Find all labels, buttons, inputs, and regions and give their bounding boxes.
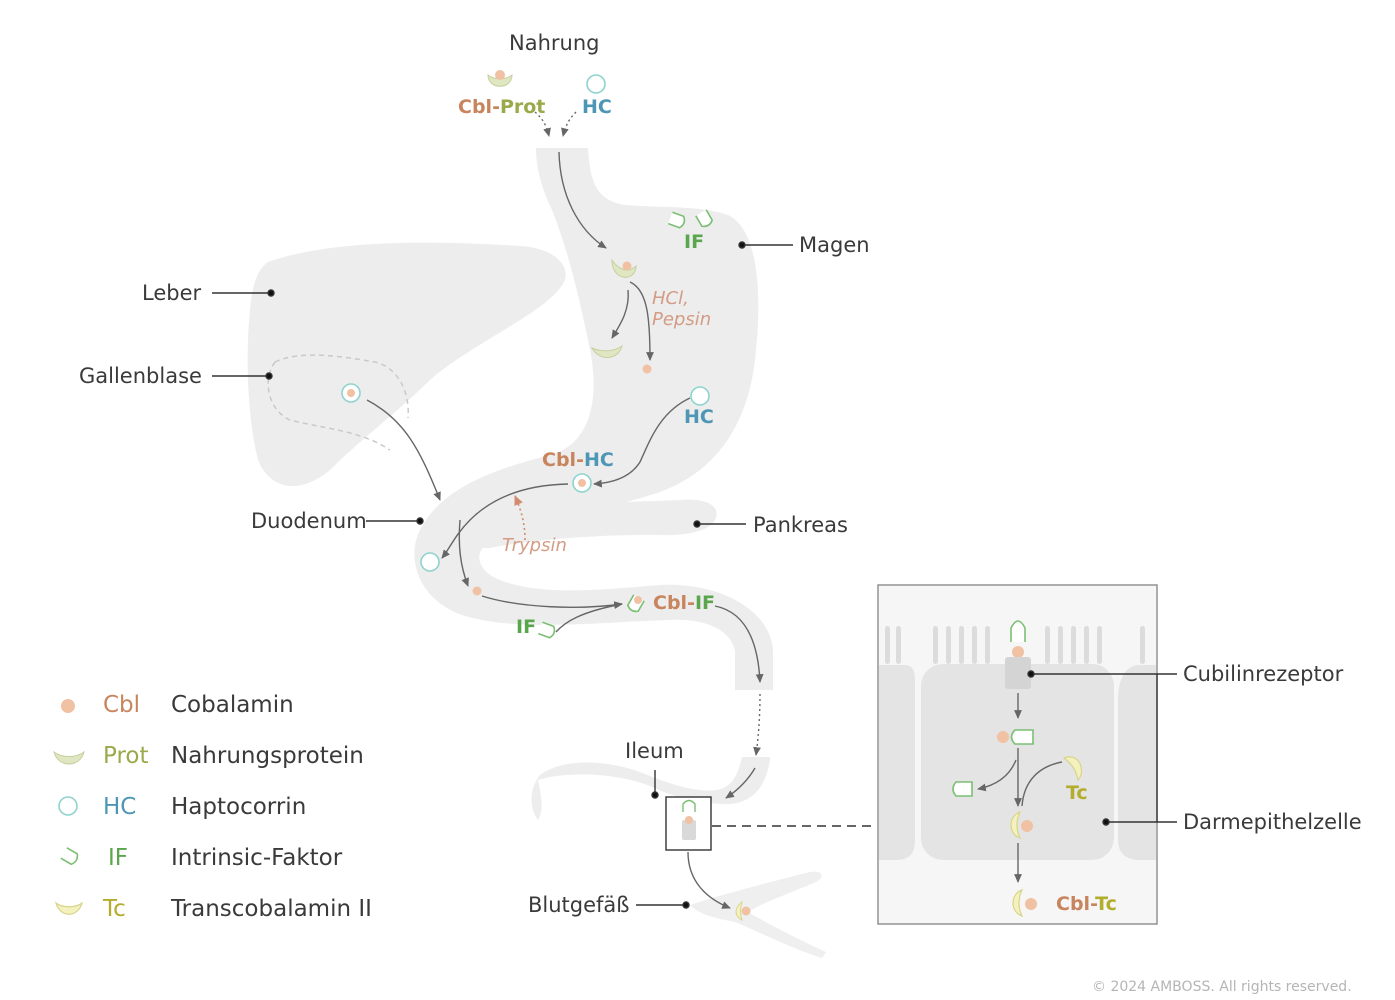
dash-text: - bbox=[1090, 893, 1096, 915]
cbl-tc-label: Cbl-Tc bbox=[1056, 895, 1117, 914]
tc-text: Tc bbox=[1095, 893, 1117, 915]
exported-cbl-tc-complex bbox=[1012, 888, 1037, 918]
stomach-cbl-hc-complex bbox=[572, 473, 592, 493]
legend-name-haptocorrin: Haptocorrin bbox=[171, 794, 307, 820]
cell-tc-crescent bbox=[1062, 756, 1083, 782]
internalized-cbl-if bbox=[997, 729, 1034, 745]
stomach-hc-label: HC bbox=[684, 406, 714, 428]
cbl-text: Cbl bbox=[1056, 893, 1091, 915]
if-text: IF bbox=[694, 592, 716, 614]
gallbladder-label: Gallenblase bbox=[79, 364, 202, 388]
hcl-label: HCl, bbox=[652, 288, 689, 309]
trypsin-arrow bbox=[514, 494, 526, 541]
bile-cbl-hc-complex bbox=[341, 383, 361, 403]
enterocyte-label: Darmepithelzelle bbox=[1183, 810, 1362, 834]
cell-tc-label: Tc bbox=[1066, 782, 1088, 804]
dash-text: - bbox=[687, 592, 695, 614]
stomach-if-label: IF bbox=[684, 231, 705, 253]
duodenum-cbl-if-complex bbox=[625, 594, 645, 615]
ileum-shape bbox=[531, 757, 770, 820]
legend-name-intrinsic-factor: Intrinsic-Faktor bbox=[171, 845, 343, 871]
stomach-cbl-prot-complex bbox=[611, 258, 637, 278]
ileum-receptor-box bbox=[665, 796, 712, 851]
blood-vessel-label: Blutgefäß bbox=[528, 893, 630, 917]
stomach-hc-ring bbox=[690, 386, 710, 406]
leader-lines bbox=[212, 241, 1177, 909]
cobalamin-icon bbox=[61, 699, 75, 713]
legend-name-transcobalamin: Transcobalamin II bbox=[171, 896, 372, 922]
haptocorrin-icon bbox=[58, 796, 78, 816]
liver-label: Leber bbox=[142, 281, 202, 305]
released-protein bbox=[590, 344, 623, 358]
cubilin-receptor-label: Cubilinrezeptor bbox=[1183, 662, 1344, 686]
pepsin-label: Pepsin bbox=[652, 309, 712, 330]
food-cbl-prot-label: Cbl-Prot bbox=[458, 98, 545, 117]
food-hc-label: HC bbox=[582, 96, 612, 118]
cell-cbl-tc-complex bbox=[1010, 810, 1033, 840]
prot-text: Prot bbox=[499, 96, 546, 118]
released-if bbox=[952, 781, 973, 797]
cubilin-receptor bbox=[1005, 620, 1031, 689]
blood-vessel-shape bbox=[690, 871, 826, 958]
copyright-notice: © 2024 AMBOSS. All rights reserved. bbox=[1092, 979, 1352, 995]
duodenum-if-label: IF bbox=[516, 616, 537, 638]
pancreas-label: Pankreas bbox=[753, 513, 848, 537]
intrinsic-factor-icon bbox=[60, 847, 81, 867]
cbl-if-label: Cbl-IF bbox=[653, 594, 715, 613]
food-hc-ring bbox=[586, 74, 606, 94]
cbl-text: Cbl bbox=[653, 592, 688, 614]
pathway-arrows bbox=[366, 111, 1063, 909]
free-cobalamin-stomach bbox=[642, 364, 652, 374]
legend-name-cobalamin: Cobalamin bbox=[171, 692, 294, 718]
legend-code-hc: HC bbox=[103, 794, 137, 820]
blood-cbl-tc-complex bbox=[735, 900, 751, 921]
legend-name-protein: Nahrungsprotein bbox=[171, 743, 364, 769]
dash-text: - bbox=[576, 449, 584, 471]
food-cbl-prot-complex bbox=[487, 70, 513, 87]
duodenum-free-hc bbox=[420, 552, 440, 572]
stomach-label: Magen bbox=[799, 233, 870, 257]
gallbladder-outline bbox=[267, 354, 409, 451]
cbl-text: Cbl bbox=[458, 96, 493, 118]
legend-code-prot: Prot bbox=[103, 743, 149, 769]
transcobalamin-icon bbox=[54, 901, 84, 915]
food-label: Nahrung bbox=[509, 31, 600, 55]
duodenum-free-cobalamin bbox=[472, 586, 482, 596]
trypsin-label: Trypsin bbox=[502, 535, 567, 556]
legend-code-cbl: Cbl bbox=[103, 692, 141, 718]
liver-shape bbox=[247, 242, 566, 487]
hc-text: HC bbox=[583, 449, 614, 471]
legend-icons bbox=[53, 699, 85, 915]
stomach-shape bbox=[414, 148, 773, 690]
dash-text: - bbox=[492, 96, 500, 118]
duodenum-label: Duodenum bbox=[251, 509, 367, 533]
cbl-hc-label: Cbl-HC bbox=[542, 451, 614, 470]
legend-code-tc: Tc bbox=[103, 896, 126, 922]
ileum-label: Ileum bbox=[625, 739, 684, 763]
protein-icon bbox=[53, 750, 85, 765]
cbl-text: Cbl bbox=[542, 449, 577, 471]
legend-code-if: IF bbox=[108, 845, 129, 871]
